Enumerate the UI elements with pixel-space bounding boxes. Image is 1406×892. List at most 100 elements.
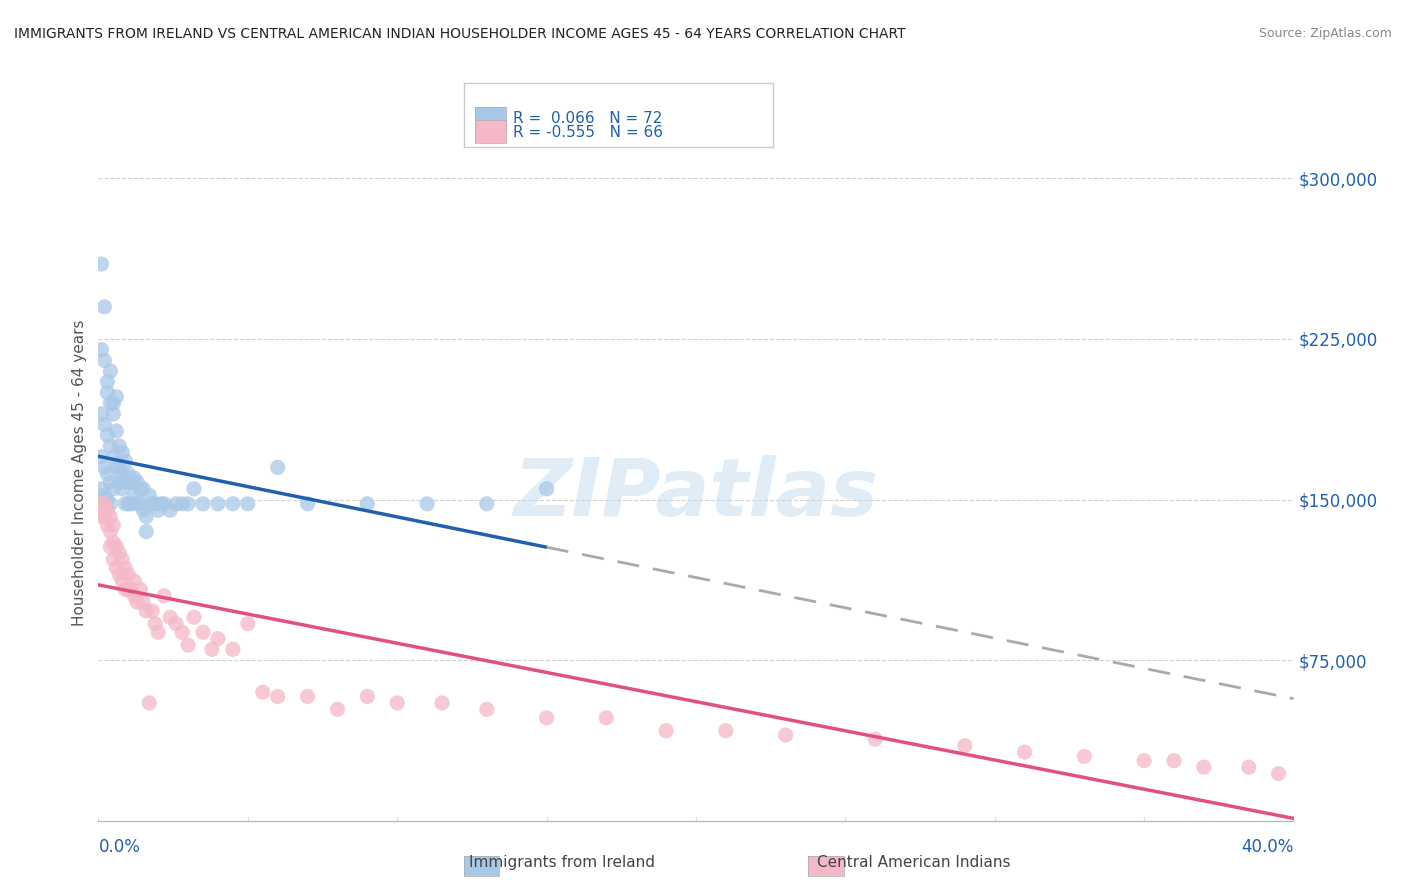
- Point: [124, 589, 146, 603]
- Point: [108, 460, 131, 475]
- Point: [98, 439, 122, 453]
- Point: [111, 467, 134, 481]
- Point: [114, 475, 136, 490]
- Point: [201, 642, 224, 657]
- Point: [117, 567, 139, 582]
- Text: 0.0%: 0.0%: [98, 838, 141, 856]
- Point: [138, 488, 160, 502]
- Point: [475, 702, 498, 716]
- Point: [114, 582, 136, 597]
- Point: [117, 475, 139, 490]
- Point: [105, 390, 128, 404]
- Point: [90, 497, 112, 511]
- Point: [183, 482, 205, 496]
- Point: [191, 625, 214, 640]
- Point: [90, 450, 112, 464]
- Point: [96, 467, 118, 481]
- Point: [127, 475, 149, 490]
- Point: [252, 685, 274, 699]
- Text: Source: ZipAtlas.com: Source: ZipAtlas.com: [1258, 27, 1392, 40]
- Point: [153, 497, 176, 511]
- Point: [141, 604, 163, 618]
- Point: [96, 503, 118, 517]
- Point: [105, 540, 128, 554]
- Point: [207, 497, 229, 511]
- Point: [127, 497, 149, 511]
- Point: [103, 482, 125, 496]
- Point: [148, 503, 170, 517]
- Point: [108, 546, 131, 560]
- Point: [141, 497, 163, 511]
- Point: [117, 467, 139, 481]
- Point: [124, 471, 146, 485]
- Point: [111, 552, 134, 566]
- Point: [108, 567, 131, 582]
- Text: Central American Indians: Central American Indians: [817, 855, 1011, 870]
- Point: [159, 610, 181, 624]
- Text: R =  0.066   N = 72: R = 0.066 N = 72: [513, 112, 662, 126]
- Point: [297, 497, 319, 511]
- Point: [148, 625, 170, 640]
- Point: [775, 728, 797, 742]
- Point: [1073, 749, 1095, 764]
- Point: [98, 396, 122, 410]
- Point: [1014, 745, 1036, 759]
- Point: [150, 497, 173, 511]
- Point: [103, 552, 125, 566]
- Point: [105, 460, 128, 475]
- Point: [385, 696, 409, 710]
- Point: [177, 638, 200, 652]
- Point: [172, 625, 194, 640]
- Point: [267, 460, 290, 475]
- Point: [105, 424, 128, 438]
- Point: [93, 300, 115, 314]
- Point: [111, 445, 134, 459]
- Point: [655, 723, 678, 738]
- Point: [93, 509, 115, 524]
- Point: [207, 632, 229, 646]
- Point: [98, 509, 122, 524]
- Point: [96, 375, 118, 389]
- Point: [120, 497, 142, 511]
- Point: [108, 439, 131, 453]
- Point: [103, 518, 125, 533]
- Y-axis label: Householder Income Ages 45 - 64 years: Householder Income Ages 45 - 64 years: [72, 319, 87, 626]
- Point: [267, 690, 290, 704]
- Point: [356, 690, 378, 704]
- Point: [90, 257, 112, 271]
- Point: [430, 696, 453, 710]
- Point: [124, 488, 146, 502]
- Point: [1267, 766, 1289, 780]
- Point: [96, 428, 118, 442]
- Point: [120, 582, 142, 597]
- Point: [183, 610, 205, 624]
- Point: [143, 616, 166, 631]
- Point: [714, 723, 737, 738]
- Point: [111, 574, 134, 588]
- Point: [129, 482, 152, 496]
- Point: [153, 589, 176, 603]
- Point: [117, 582, 139, 597]
- Point: [103, 450, 125, 464]
- Text: Immigrants from Ireland: Immigrants from Ireland: [470, 855, 655, 870]
- Point: [222, 642, 245, 657]
- Text: R = -0.555   N = 66: R = -0.555 N = 66: [513, 125, 664, 139]
- Point: [127, 595, 149, 609]
- Point: [103, 396, 125, 410]
- Point: [1237, 760, 1260, 774]
- Point: [236, 616, 259, 631]
- Point: [114, 454, 136, 468]
- Point: [93, 497, 115, 511]
- Point: [103, 535, 125, 549]
- Point: [96, 385, 118, 400]
- Point: [1163, 754, 1185, 768]
- Point: [90, 509, 112, 524]
- Point: [98, 475, 122, 490]
- Point: [132, 503, 155, 517]
- Point: [96, 518, 118, 533]
- Point: [165, 616, 187, 631]
- Point: [172, 497, 194, 511]
- Text: 40.0%: 40.0%: [1241, 838, 1294, 856]
- Point: [98, 540, 122, 554]
- Point: [165, 497, 187, 511]
